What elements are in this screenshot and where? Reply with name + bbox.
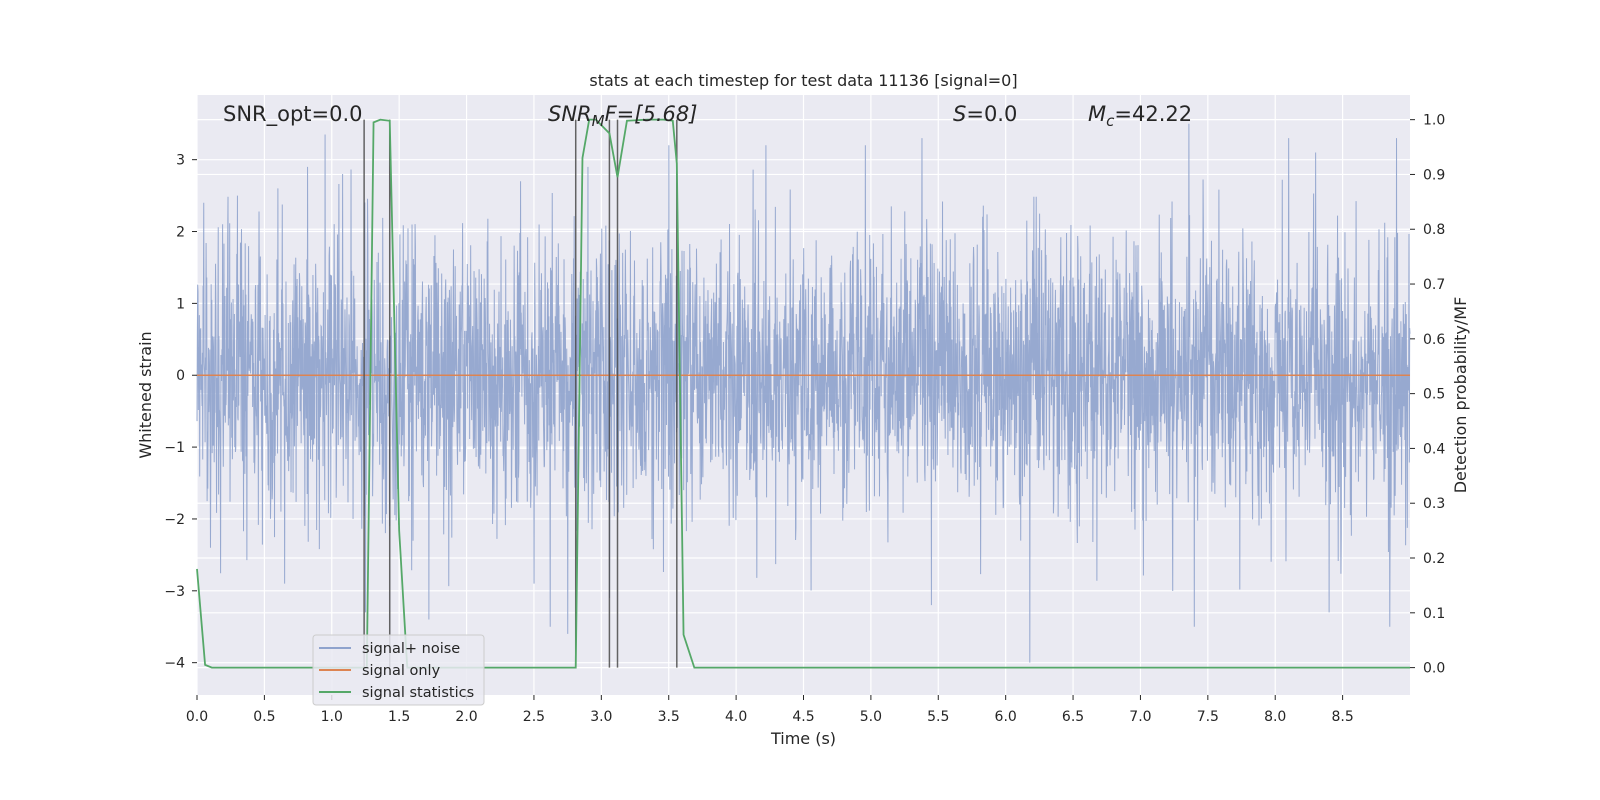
x-tick-label: 8.0 xyxy=(1264,709,1286,725)
annotation-snr-opt: SNR_opt=0.0 xyxy=(223,102,363,127)
annotation-snr-mf-rest: F=[5.68] xyxy=(605,102,698,126)
y-tick-label-left: −1 xyxy=(164,440,185,456)
y-tick-label-right: 0.9 xyxy=(1423,167,1445,183)
x-axis-title: Time (s) xyxy=(770,729,836,748)
x-tick-label: 5.5 xyxy=(927,709,949,725)
y-tick-label-right: 0.7 xyxy=(1423,277,1445,293)
y-tick-label-right: 0.3 xyxy=(1423,496,1445,512)
annotation-s-rest: =0.0 xyxy=(966,102,1017,126)
y-tick-label-left: 2 xyxy=(176,225,185,241)
x-tick-label: 4.0 xyxy=(725,709,747,725)
y-tick-label-right: 0.0 xyxy=(1423,661,1445,677)
annotation-mc-rest: =42.22 xyxy=(1114,102,1192,126)
y-tick-label-left: −2 xyxy=(164,512,185,528)
y-tick-label-left: −3 xyxy=(164,584,185,600)
x-tick-label: 8.5 xyxy=(1331,709,1353,725)
annotation-s-main: S xyxy=(953,102,966,126)
x-tick-label: 6.0 xyxy=(995,709,1017,725)
annotation-snr-mf: SNRMF=[5.68] xyxy=(548,102,697,130)
x-tick-label: 3.0 xyxy=(590,709,612,725)
annotation-snr-mf-sub: M xyxy=(592,112,605,130)
y-tick-label-right: 1.0 xyxy=(1423,113,1445,129)
tick-labels: 0.0 0.5 1.0 1.5 2.0 2.5 3.0 3.5 4.0 4.5 5.0 5.5 6.0 6… xyxy=(164,113,1445,725)
y-tick-label-right: 0.4 xyxy=(1423,441,1445,457)
y-axis-title-left: Whitened strain xyxy=(136,331,155,458)
y-tick-label-left: 3 xyxy=(176,153,185,169)
x-tick-label: 1.5 xyxy=(388,709,410,725)
x-tick-label: 0.5 xyxy=(253,709,275,725)
x-tick-label: 3.5 xyxy=(658,709,680,725)
y-tick-label-right: 0.1 xyxy=(1423,606,1445,622)
y-tick-label-right: 0.8 xyxy=(1423,222,1445,238)
x-tick-label: 7.0 xyxy=(1129,709,1151,725)
legend: signal+ noise signal only signal statist… xyxy=(312,634,485,706)
x-tick-label: 6.5 xyxy=(1062,709,1084,725)
y-tick-label-left: −4 xyxy=(164,656,185,672)
annotation-mc: Mc=42.22 xyxy=(1088,102,1192,130)
chart-title: stats at each timestep for test data 111… xyxy=(589,71,1017,90)
y-tick-label-left: 1 xyxy=(176,296,185,312)
y-tick-label-right: 0.6 xyxy=(1423,332,1445,348)
x-tick-label: 7.5 xyxy=(1197,709,1219,725)
x-tick-label: 5.0 xyxy=(860,709,882,725)
series-signal-noise-line xyxy=(196,123,1411,663)
x-tick-label: 2.5 xyxy=(523,709,545,725)
legend-label-signal-noise: signal+ noise xyxy=(362,641,460,657)
y-axis-title-right: Detection probability/MF xyxy=(1451,297,1470,494)
legend-label-signal-only: signal only xyxy=(362,663,441,679)
annotation-mc-sub: c xyxy=(1106,112,1115,130)
y-tick-label-left: 0 xyxy=(176,368,185,384)
y-tick-label-right: 0.5 xyxy=(1423,387,1445,403)
y-tick-label-right: 0.2 xyxy=(1423,551,1445,567)
x-tick-label: 0.0 xyxy=(186,709,208,725)
x-tick-label: 2.0 xyxy=(455,709,477,725)
annotation-mc-main: M xyxy=(1088,102,1106,126)
legend-label-signal-statistics: signal statistics xyxy=(362,685,474,701)
annotation-snr-mf-main: SNR xyxy=(548,102,592,126)
legend-box xyxy=(312,634,485,706)
vertical-markers xyxy=(363,119,678,668)
noise-series-layer xyxy=(196,123,1411,663)
annotation-s: S=0.0 xyxy=(953,102,1017,126)
x-tick-label: 4.5 xyxy=(792,709,814,725)
x-tick-label: 1.0 xyxy=(321,709,343,725)
